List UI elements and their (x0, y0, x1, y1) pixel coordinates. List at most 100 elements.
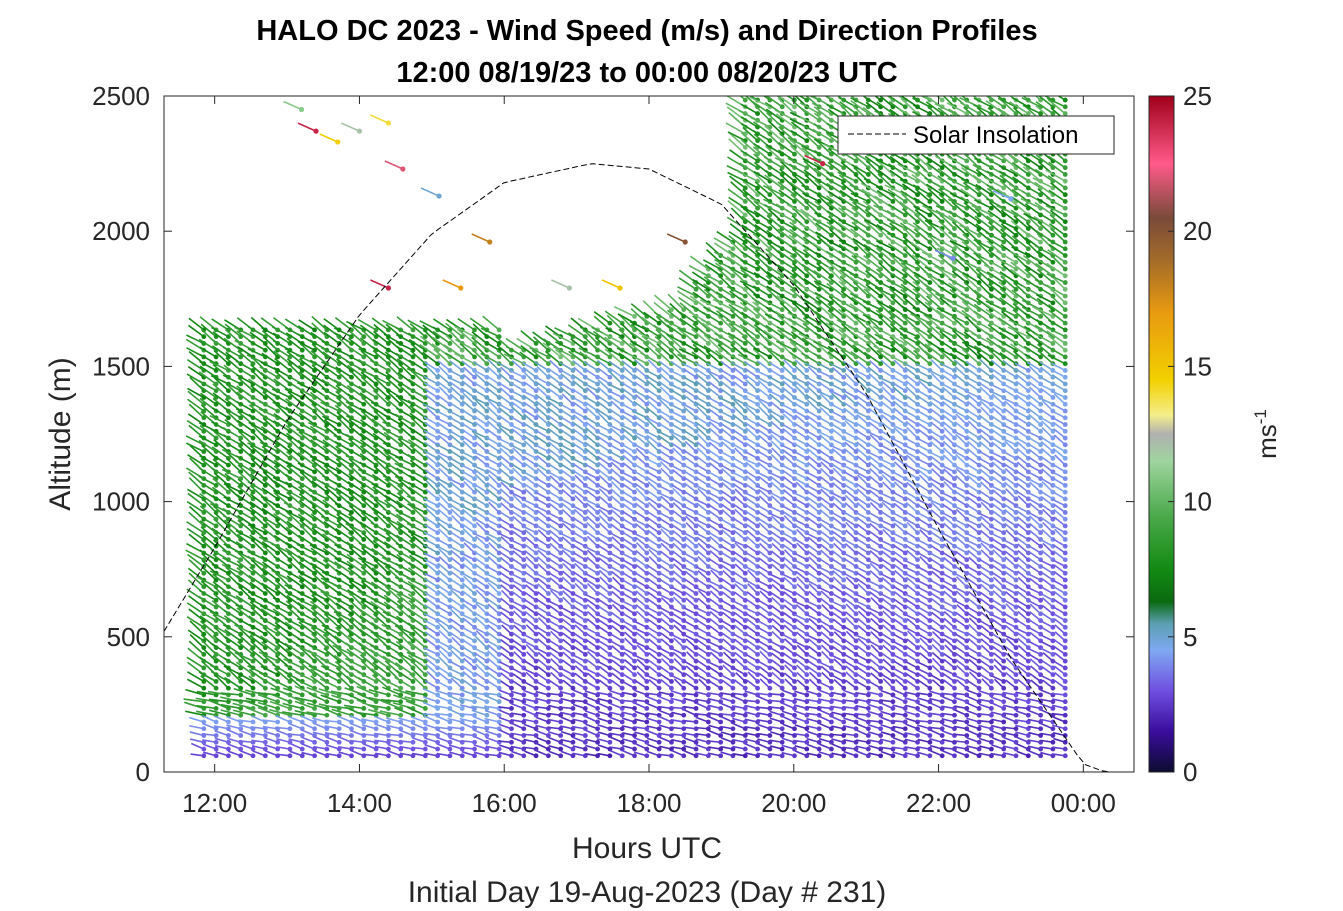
wind-barb (196, 704, 217, 710)
wind-barb (201, 714, 217, 723)
wind-barb-dot (238, 591, 244, 596)
wind-barb-dot (582, 510, 588, 515)
wind-barb-dot (226, 672, 231, 678)
wind-barb-dot (533, 665, 539, 671)
wind-barb-dot (669, 597, 674, 603)
wind-barb (211, 454, 229, 466)
wind-barb-dot (656, 699, 662, 705)
wind-barb (223, 337, 242, 351)
wind-barb-dot (632, 489, 637, 495)
wind-barb-dot (595, 739, 601, 745)
wind-barb-dot (632, 712, 637, 718)
wind-barb-dot (361, 415, 367, 421)
wind-barb (213, 626, 229, 642)
wind-barb (234, 651, 254, 662)
wind-barb (226, 667, 242, 682)
wind-barb-dot (656, 462, 662, 468)
wind-barb (196, 690, 217, 696)
wind-barb-dot (213, 706, 219, 711)
wind-barb (248, 675, 266, 689)
wind-barb-dot (582, 685, 588, 691)
wind-barb-dot (570, 706, 576, 711)
wind-barb-dot (349, 469, 354, 475)
wind-barb (235, 407, 254, 419)
wind-barb-dot (213, 739, 219, 745)
wind-barb (186, 419, 205, 432)
wind-barb-dot (619, 685, 625, 691)
wind-barb-dot (619, 631, 625, 637)
wind-barb-dot (619, 739, 625, 745)
wind-barb-dot (361, 665, 367, 671)
wind-barb (249, 566, 266, 581)
wind-barb-dot (521, 645, 527, 651)
wind-barb-dot (472, 746, 477, 752)
wind-barb-dot (619, 624, 625, 630)
wind-barb (247, 597, 266, 608)
wind-barb (200, 404, 217, 419)
wind-barb (223, 441, 242, 453)
wind-barb-dot (398, 401, 404, 407)
wind-barb-dot (386, 591, 391, 596)
wind-barb-dot (619, 726, 625, 732)
wind-barb (249, 601, 266, 615)
wind-barb-dot (595, 415, 601, 421)
wind-barb-dot (299, 753, 305, 759)
wind-barb-dot (632, 733, 637, 738)
wind-barb-dot (558, 577, 564, 583)
wind-barb (235, 508, 254, 520)
wind-barb (201, 566, 217, 581)
wind-barb-dot (201, 462, 207, 468)
wind-barb (213, 472, 229, 486)
wind-barb (220, 709, 241, 716)
wind-barb (211, 486, 229, 500)
wind-barb (222, 434, 242, 446)
wind-barb-dot (312, 415, 317, 421)
wind-barb-dot (570, 746, 576, 752)
wind-barb-dot (201, 449, 207, 454)
wind-barb-dot (226, 746, 231, 752)
wind-barb (250, 512, 266, 527)
chart-subtitle: 12:00 08/19/23 to 00:00 08/20/23 UTC (396, 57, 897, 89)
wind-barb-dot (459, 692, 465, 698)
wind-barb-dot (496, 591, 502, 596)
wind-barb-dot (656, 401, 662, 407)
wind-barb-dot (201, 746, 207, 752)
wind-barb (233, 698, 254, 703)
wind-barb (237, 582, 254, 595)
wind-barb-dot (250, 719, 256, 725)
wind-barb-dot (262, 422, 268, 427)
wind-barb (188, 558, 205, 574)
wind-barb-dot (545, 753, 551, 759)
wind-barb-dot (435, 624, 441, 630)
wind-barb (237, 444, 254, 459)
wind-barb-dot (595, 685, 601, 691)
wind-barb-dot (361, 706, 367, 711)
wind-barb-dot (669, 624, 674, 630)
wind-barb (198, 671, 217, 683)
wind-barb-dot (373, 395, 379, 400)
wind-barb-dot (496, 624, 502, 630)
wind-barb-dot (410, 726, 416, 732)
wind-barb-dot (250, 658, 256, 664)
wind-barb-dot (422, 719, 428, 725)
wind-barb-dot (213, 746, 219, 752)
wind-barbs (183, 96, 1068, 759)
wind-barb-dot (558, 692, 564, 698)
wind-barb (188, 572, 205, 588)
wind-barb (184, 701, 205, 710)
wind-barb-dot (644, 557, 650, 563)
wind-barb-dot (632, 665, 637, 671)
wind-barb (233, 709, 254, 716)
wind-barb (246, 700, 266, 710)
wind-barb-dot (336, 651, 342, 657)
wind-barb (245, 697, 266, 703)
wind-barb (236, 574, 254, 588)
wind-barb (222, 624, 242, 635)
wind-barb-dot (582, 618, 588, 623)
wind-barb-dot (484, 476, 490, 482)
wind-barb-dot (484, 368, 490, 373)
wind-barb-dot (484, 739, 490, 745)
wind-barb-dot (632, 658, 637, 664)
wind-barb-dot (262, 550, 268, 556)
wind-barb (221, 468, 242, 480)
